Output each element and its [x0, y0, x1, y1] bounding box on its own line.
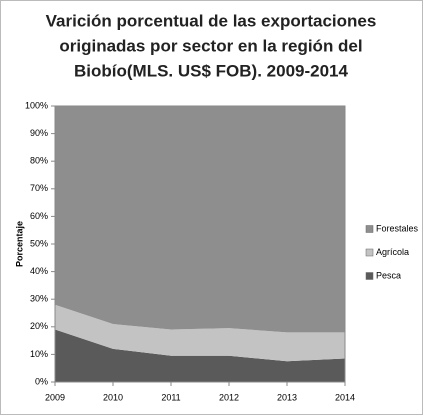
- y-tick-label: 50%: [30, 238, 48, 248]
- x-tick-label: 2011: [161, 392, 180, 402]
- chart-title: originadas por sector en la región del: [59, 36, 362, 55]
- x-tick-label: 2009: [45, 392, 65, 402]
- y-tick-label: 100%: [25, 100, 48, 110]
- y-tick-label: 20%: [30, 321, 48, 331]
- y-tick-label: 90%: [30, 128, 48, 138]
- legend-swatch: [365, 225, 374, 233]
- legend-label: Agrícola: [376, 247, 409, 257]
- y-tick-label: 60%: [30, 211, 48, 221]
- chart-title: Varición porcentual de las exportaciones: [46, 11, 377, 30]
- y-tick-label: 0%: [35, 376, 48, 386]
- area: [55, 304, 345, 362]
- x-tick-label: 2014: [335, 392, 355, 402]
- y-tick-label: 10%: [30, 349, 48, 359]
- legend-swatch: [365, 272, 374, 280]
- legend-label: Forestales: [376, 223, 419, 233]
- chart-title: Biobío(MLS. US$ FOB). 2009-2014: [74, 61, 348, 80]
- y-tick-label: 70%: [30, 183, 48, 193]
- x-tick-label: 2010: [103, 392, 123, 402]
- legend-swatch: [365, 248, 374, 257]
- y-axis-title: Porcentaje: [14, 221, 24, 267]
- x-tick-label: 2013: [277, 392, 297, 402]
- y-tick-label: 30%: [30, 294, 48, 304]
- area: [55, 106, 345, 333]
- y-tick-label: 40%: [30, 266, 48, 276]
- legend-label: Pesca: [376, 270, 401, 280]
- x-tick-label: 2012: [219, 392, 239, 402]
- y-tick-label: 80%: [30, 156, 48, 166]
